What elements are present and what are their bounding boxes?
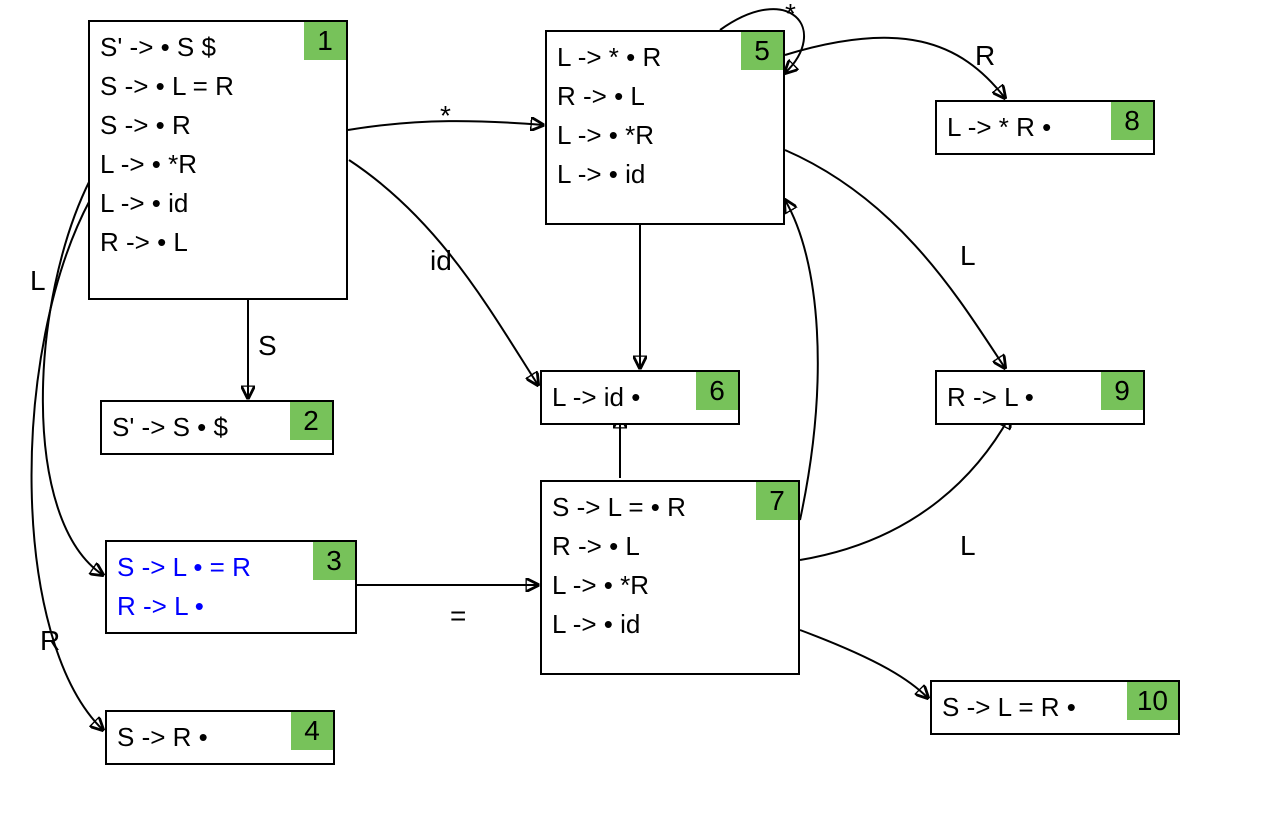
grammar-item: L -> • *R xyxy=(557,116,773,155)
grammar-item: R -> • L xyxy=(557,77,773,116)
grammar-item: S' -> • S $ xyxy=(100,28,336,67)
edge-e5_8 xyxy=(785,38,1005,98)
state-2: 2S' -> S • $ xyxy=(100,400,334,455)
edge-label-e1_5: * xyxy=(440,100,451,132)
state-9: 9R -> L • xyxy=(935,370,1145,425)
state-badge: 4 xyxy=(291,712,333,750)
state-badge: 10 xyxy=(1127,682,1178,720)
state-items: S -> L = • RR -> • LL -> • *RL -> • id xyxy=(552,488,788,644)
state-badge: 7 xyxy=(756,482,798,520)
diagram-canvas: 1S' -> • S $S -> • L = RS -> • RL -> • *… xyxy=(0,0,1267,823)
state-badge: 1 xyxy=(304,22,346,60)
edge-e7_5 xyxy=(785,200,818,520)
state-items: S' -> • S $S -> • L = RS -> • RL -> • *R… xyxy=(100,28,336,262)
edge-label-e1_2: S xyxy=(258,330,277,362)
edge-label-e3_7: = xyxy=(450,600,466,632)
state-badge: 2 xyxy=(290,402,332,440)
edge-label-e1_6: id xyxy=(430,245,452,277)
state-items: S -> L • = RR -> L • xyxy=(117,548,345,626)
state-badge: 5 xyxy=(741,32,783,70)
state-badge: 3 xyxy=(313,542,355,580)
grammar-item: L -> • *R xyxy=(552,566,788,605)
grammar-item: L -> • id xyxy=(100,184,336,223)
edge-e7_10 xyxy=(800,630,928,698)
edge-label-e5_9: L xyxy=(960,240,976,272)
grammar-item: S -> L = • R xyxy=(552,488,788,527)
edge-label-e5_5: * xyxy=(785,0,796,30)
edge-label-e1_3: L xyxy=(30,265,46,297)
state-8: 8L -> * R • xyxy=(935,100,1155,155)
grammar-item: R -> • L xyxy=(100,223,336,262)
state-badge: 6 xyxy=(696,372,738,410)
edge-label-e7_9: L xyxy=(960,530,976,562)
grammar-item: L -> • id xyxy=(552,605,788,644)
grammar-item: S -> • L = R xyxy=(100,67,336,106)
state-1: 1S' -> • S $S -> • L = RS -> • RL -> • *… xyxy=(88,20,348,300)
edge-label-e5_8: R xyxy=(975,40,995,72)
state-5: 5L -> * • RR -> • LL -> • *RL -> • id xyxy=(545,30,785,225)
state-4: 4S -> R • xyxy=(105,710,335,765)
edge-e7_9 xyxy=(800,416,1010,560)
grammar-item: L -> • *R xyxy=(100,145,336,184)
grammar-item: R -> L • xyxy=(117,587,345,626)
edge-label-e1_4: R xyxy=(40,625,60,657)
state-3: 3S -> L • = RR -> L • xyxy=(105,540,357,634)
state-badge: 9 xyxy=(1101,372,1143,410)
grammar-item: L -> • id xyxy=(557,155,773,194)
grammar-item: S -> L • = R xyxy=(117,548,345,587)
grammar-item: R -> • L xyxy=(552,527,788,566)
state-6: 6L -> id • xyxy=(540,370,740,425)
grammar-item: S -> • R xyxy=(100,106,336,145)
state-7: 7S -> L = • RR -> • LL -> • *RL -> • id xyxy=(540,480,800,675)
state-badge: 8 xyxy=(1111,102,1153,140)
state-10: 10S -> L = R • xyxy=(930,680,1180,735)
